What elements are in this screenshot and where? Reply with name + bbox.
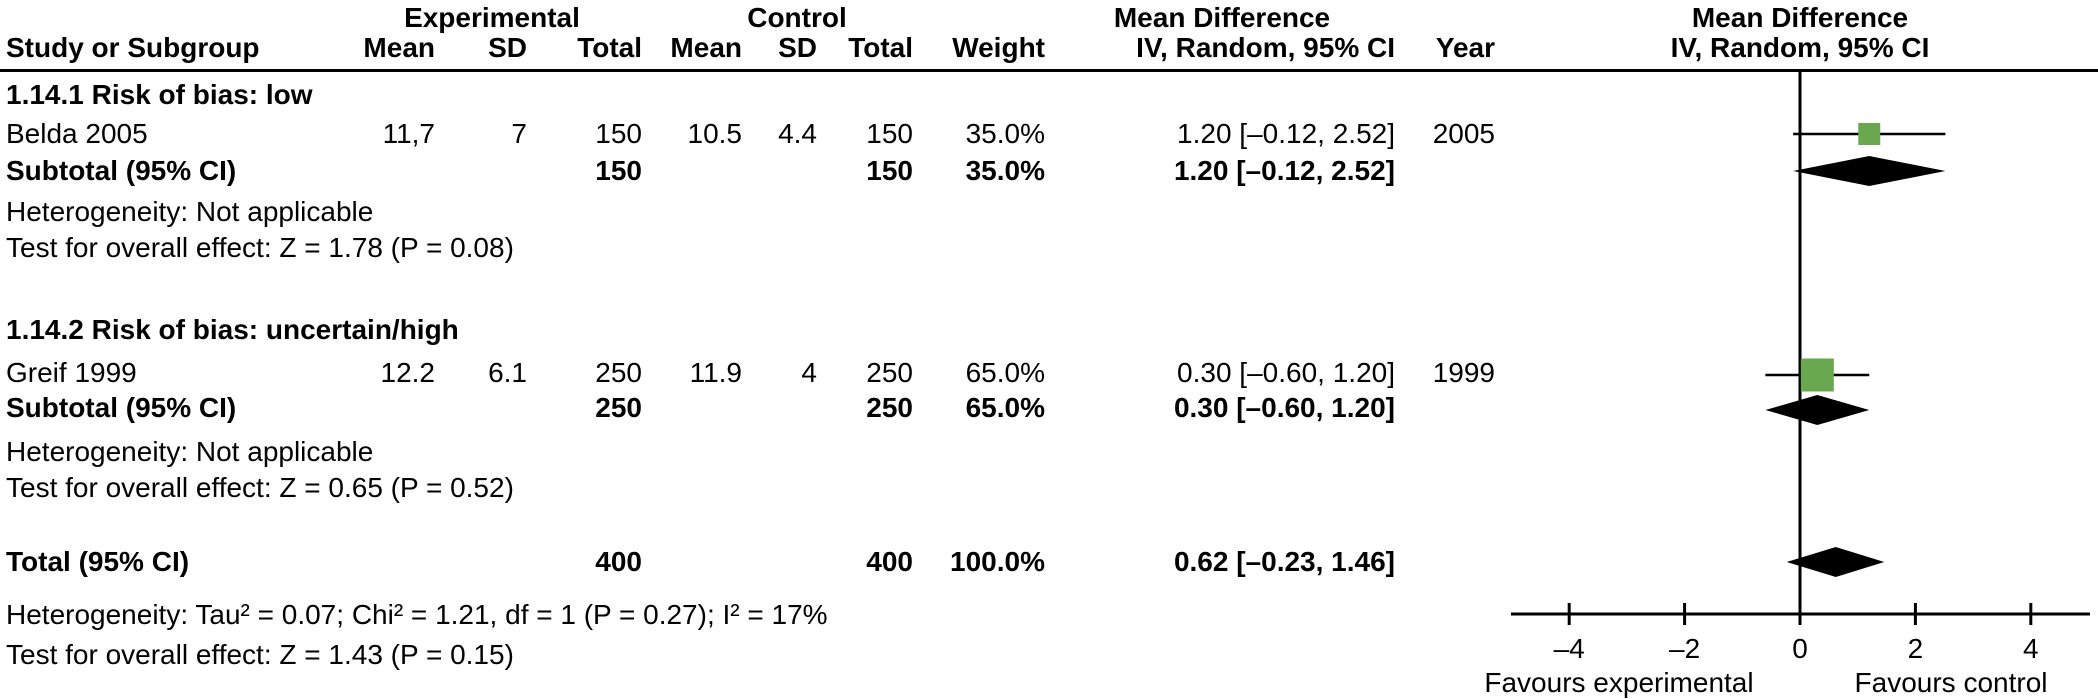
subtotal-ci: 1.20 [–0.12, 2.52] xyxy=(1173,155,1395,186)
col-header-ci-plot: IV, Random, 95% CI xyxy=(1670,32,1930,63)
subgroup2-heading-row: 1.14.2 Risk of bias: uncertain/high xyxy=(0,312,2098,348)
total-exp-total: 400 xyxy=(595,546,642,577)
header-group-row: Experimental Control Mean Difference Mea… xyxy=(0,0,2098,36)
total-row: Total (95% CI) 400 400 100.0% 0.62 [–0.2… xyxy=(0,544,2098,580)
subtotal-exp-total: 150 xyxy=(595,155,642,186)
subtotal-row-1: Subtotal (95% CI) 150 150 35.0% 1.20 [–0… xyxy=(0,153,2098,189)
study-weight: 35.0% xyxy=(965,118,1045,149)
header-column-row: Study or Subgroup Mean SD Total Mean SD … xyxy=(0,30,2098,66)
control-sd: 4.4 xyxy=(778,118,817,149)
study-name: Greif 1999 xyxy=(6,357,137,388)
col-header-mean: Mean xyxy=(363,32,435,63)
study-row-belda: Belda 2005 11,7 7 150 10.5 4.4 150 35.0%… xyxy=(0,116,2098,152)
total-control-total: 400 xyxy=(866,546,913,577)
total-weight: 100.0% xyxy=(950,546,1045,577)
heterogeneity-text: Heterogeneity: Not applicable xyxy=(6,436,374,467)
header-mean-difference-plot: Mean Difference xyxy=(1691,2,1909,33)
header-experimental-group: Experimental xyxy=(404,2,580,33)
subgroup2-title: 1.14.2 Risk of bias: uncertain/high xyxy=(6,314,459,345)
subtotal-row-2: Subtotal (95% CI) 250 250 65.0% 0.30 [–0… xyxy=(0,390,2098,426)
control-mean: 11.9 xyxy=(689,357,742,388)
exp-total: 250 xyxy=(595,357,642,388)
col-header-total: Total xyxy=(577,32,642,63)
col-header-sd: SD xyxy=(488,32,527,63)
subtotal-exp-total: 250 xyxy=(595,392,642,423)
control-sd: 4 xyxy=(801,357,817,388)
study-name: Belda 2005 xyxy=(6,118,148,149)
control-total: 150 xyxy=(866,118,913,149)
exp-total: 150 xyxy=(595,118,642,149)
col-header-weight: Weight xyxy=(952,32,1045,63)
study-year: 2005 xyxy=(1432,118,1495,149)
study-ci: 1.20 [–0.12, 2.52] xyxy=(1177,118,1395,149)
col-header-total2: Total xyxy=(848,32,913,63)
overall-effect-total-text: Test for overall effect: Z = 1.43 (P = 0… xyxy=(6,639,514,670)
study-ci: 0.30 [–0.60, 1.20] xyxy=(1177,357,1395,388)
heterogeneity-total-row: Heterogeneity: Tau² = 0.07; Chi² = 1.21,… xyxy=(0,597,2098,633)
overall-effect-text: Test for overall effect: Z = 1.78 (P = 0… xyxy=(6,232,514,263)
col-header-sd2: SD xyxy=(778,32,817,63)
overall-effect-row-2: Test for overall effect: Z = 0.65 (P = 0… xyxy=(0,470,2098,506)
study-row-greif: Greif 1999 12.2 6.1 250 11.9 4 250 65.0%… xyxy=(0,355,2098,391)
col-header-year: Year xyxy=(1435,32,1495,63)
subtotal-label: Subtotal (95% CI) xyxy=(6,392,237,423)
header-control-group: Control xyxy=(747,2,847,33)
subtotal-weight: 65.0% xyxy=(965,392,1045,423)
subtotal-ci: 0.30 [–0.60, 1.20] xyxy=(1173,392,1395,423)
subtotal-label: Subtotal (95% CI) xyxy=(6,155,237,186)
subtotal-control-total: 150 xyxy=(866,155,913,186)
subtotal-weight: 35.0% xyxy=(965,155,1045,186)
col-header-study: Study or Subgroup xyxy=(6,32,260,63)
subgroup1-heading-row: 1.14.1 Risk of bias: low xyxy=(0,77,2098,113)
subtotal-control-total: 250 xyxy=(866,392,913,423)
control-mean: 10.5 xyxy=(687,118,743,149)
header-mean-difference-text: Mean Difference xyxy=(1113,2,1331,33)
exp-mean: 12.2 xyxy=(380,357,436,388)
exp-sd: 7 xyxy=(511,118,527,149)
heterogeneity-total-text: Heterogeneity: Tau² = 0.07; Chi² = 1.21,… xyxy=(6,599,828,630)
subgroup1-title: 1.14.1 Risk of bias: low xyxy=(6,79,313,110)
col-header-mean2: Mean xyxy=(670,32,742,63)
study-weight: 65.0% xyxy=(965,357,1045,388)
total-label: Total (95% CI) xyxy=(6,546,190,577)
exp-sd: 6.1 xyxy=(488,357,527,388)
exp-mean: 11,7 xyxy=(382,118,435,149)
overall-effect-row-1: Test for overall effect: Z = 1.78 (P = 0… xyxy=(0,230,2098,266)
overall-effect-total-row: Test for overall effect: Z = 1.43 (P = 0… xyxy=(0,637,2098,673)
heterogeneity-row-2: Heterogeneity: Not applicable xyxy=(0,434,2098,470)
heterogeneity-text: Heterogeneity: Not applicable xyxy=(6,196,374,227)
control-total: 250 xyxy=(866,357,913,388)
overall-effect-text: Test for overall effect: Z = 0.65 (P = 0… xyxy=(6,472,514,503)
col-header-ci: IV, Random, 95% CI xyxy=(1136,32,1395,63)
total-ci: 0.62 [–0.23, 1.46] xyxy=(1173,546,1395,577)
heterogeneity-row-1: Heterogeneity: Not applicable xyxy=(0,194,2098,230)
header-divider xyxy=(0,69,2098,72)
study-year: 1999 xyxy=(1432,357,1495,388)
